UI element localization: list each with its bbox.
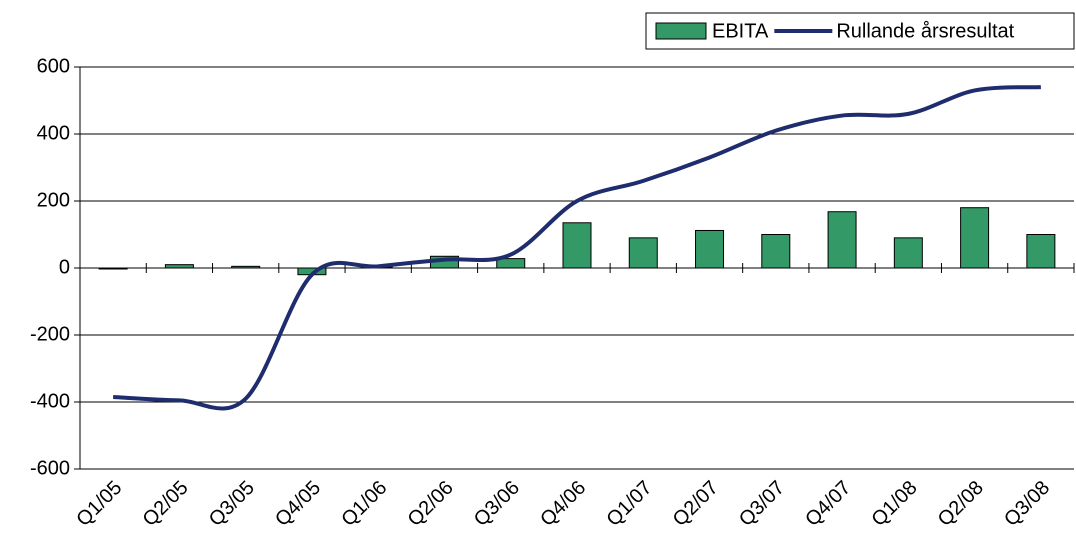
x-tick-label: Q3/06 — [470, 477, 524, 531]
x-tick-label: Q1/05 — [72, 477, 126, 531]
bar — [695, 229, 725, 269]
x-tick-label: Q1/07 — [602, 477, 656, 531]
x-tick-label: Q2/07 — [669, 477, 723, 531]
x-tick-label: Q4/07 — [801, 477, 855, 531]
x-tick-label: Q1/08 — [868, 477, 922, 531]
bar — [893, 237, 923, 269]
bar — [98, 267, 128, 270]
x-tick-label: Q3/05 — [205, 477, 259, 531]
y-tick-label: 200 — [37, 189, 70, 211]
y-tick-label: 400 — [37, 122, 70, 144]
bar — [164, 264, 194, 269]
legend: EBITA Rullande årsresultat — [645, 12, 1075, 50]
x-tick-label: Q2/06 — [404, 477, 458, 531]
bar — [827, 211, 857, 269]
bar — [1026, 234, 1056, 269]
bar — [960, 207, 990, 269]
x-tick-label: Q3/08 — [1000, 477, 1054, 531]
x-tick-label: Q1/06 — [337, 477, 391, 531]
x-tick-label: Q4/06 — [536, 477, 590, 531]
bar — [496, 258, 526, 269]
bar — [628, 237, 658, 269]
x-tick-label: Q2/08 — [934, 477, 988, 531]
legend-box — [645, 12, 1075, 50]
x-tick-label: Q4/05 — [271, 477, 325, 531]
y-tick-label: -600 — [30, 457, 70, 479]
y-tick-label: -200 — [30, 323, 70, 345]
y-tick-label: 600 — [37, 55, 70, 77]
x-tick-label: Q3/07 — [735, 477, 789, 531]
legend-label: EBITA — [712, 20, 769, 42]
line — [113, 85, 1041, 411]
bar — [562, 222, 592, 269]
legend-swatch — [655, 22, 707, 40]
bar — [761, 234, 791, 269]
y-tick-label: 0 — [59, 256, 70, 278]
x-tick-label: Q2/05 — [139, 477, 193, 531]
legend-label: Rullande årsresultat — [836, 20, 1014, 42]
bar — [231, 265, 261, 269]
y-tick-label: -400 — [30, 390, 70, 412]
